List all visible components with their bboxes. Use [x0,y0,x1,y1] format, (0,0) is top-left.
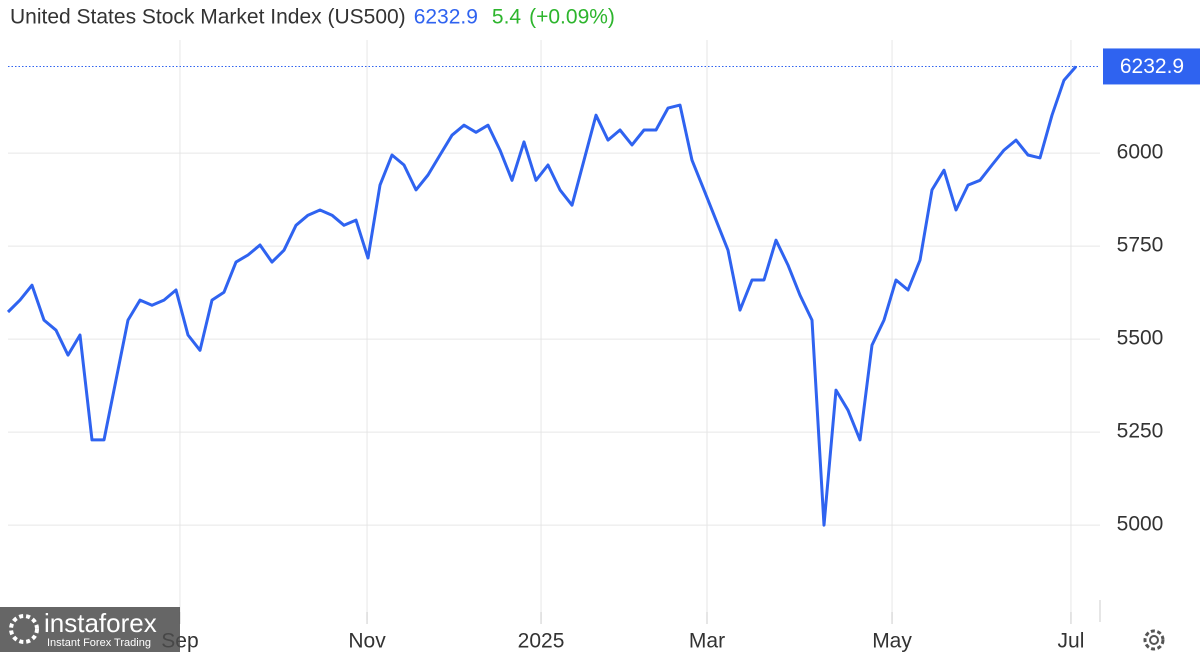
header-change-pct: (+0.09%) [529,6,615,29]
header-change: 5.4 [492,6,522,29]
y-tick-label: 5000 [1117,513,1164,536]
watermark-bg [0,607,180,652]
y-tick-label: 5500 [1117,327,1164,350]
price-line [6,65,1078,527]
watermark-brand: instaforex [44,608,157,638]
y-tick-label: 6000 [1117,141,1164,164]
watermark-tagline: Instant Forex Trading [47,637,151,649]
x-tick-label: 2025 [518,630,565,652]
y-tick-label: 5250 [1117,420,1164,443]
x-tick-label: Mar [689,630,725,652]
watermark-logo [9,614,39,644]
settings-icon[interactable] [1143,629,1165,651]
x-tick-label: May [872,630,912,652]
last-price-label: 6232.9 [1120,55,1184,78]
y-tick-label: 5750 [1117,234,1164,257]
header-price: 6232.9 [414,6,478,29]
x-tick-label: Nov [348,630,386,652]
last-price-box [1103,48,1200,85]
chart-title: United States Stock Market Index (US500) [10,6,406,29]
x-tick-label: Jul [1058,630,1085,652]
